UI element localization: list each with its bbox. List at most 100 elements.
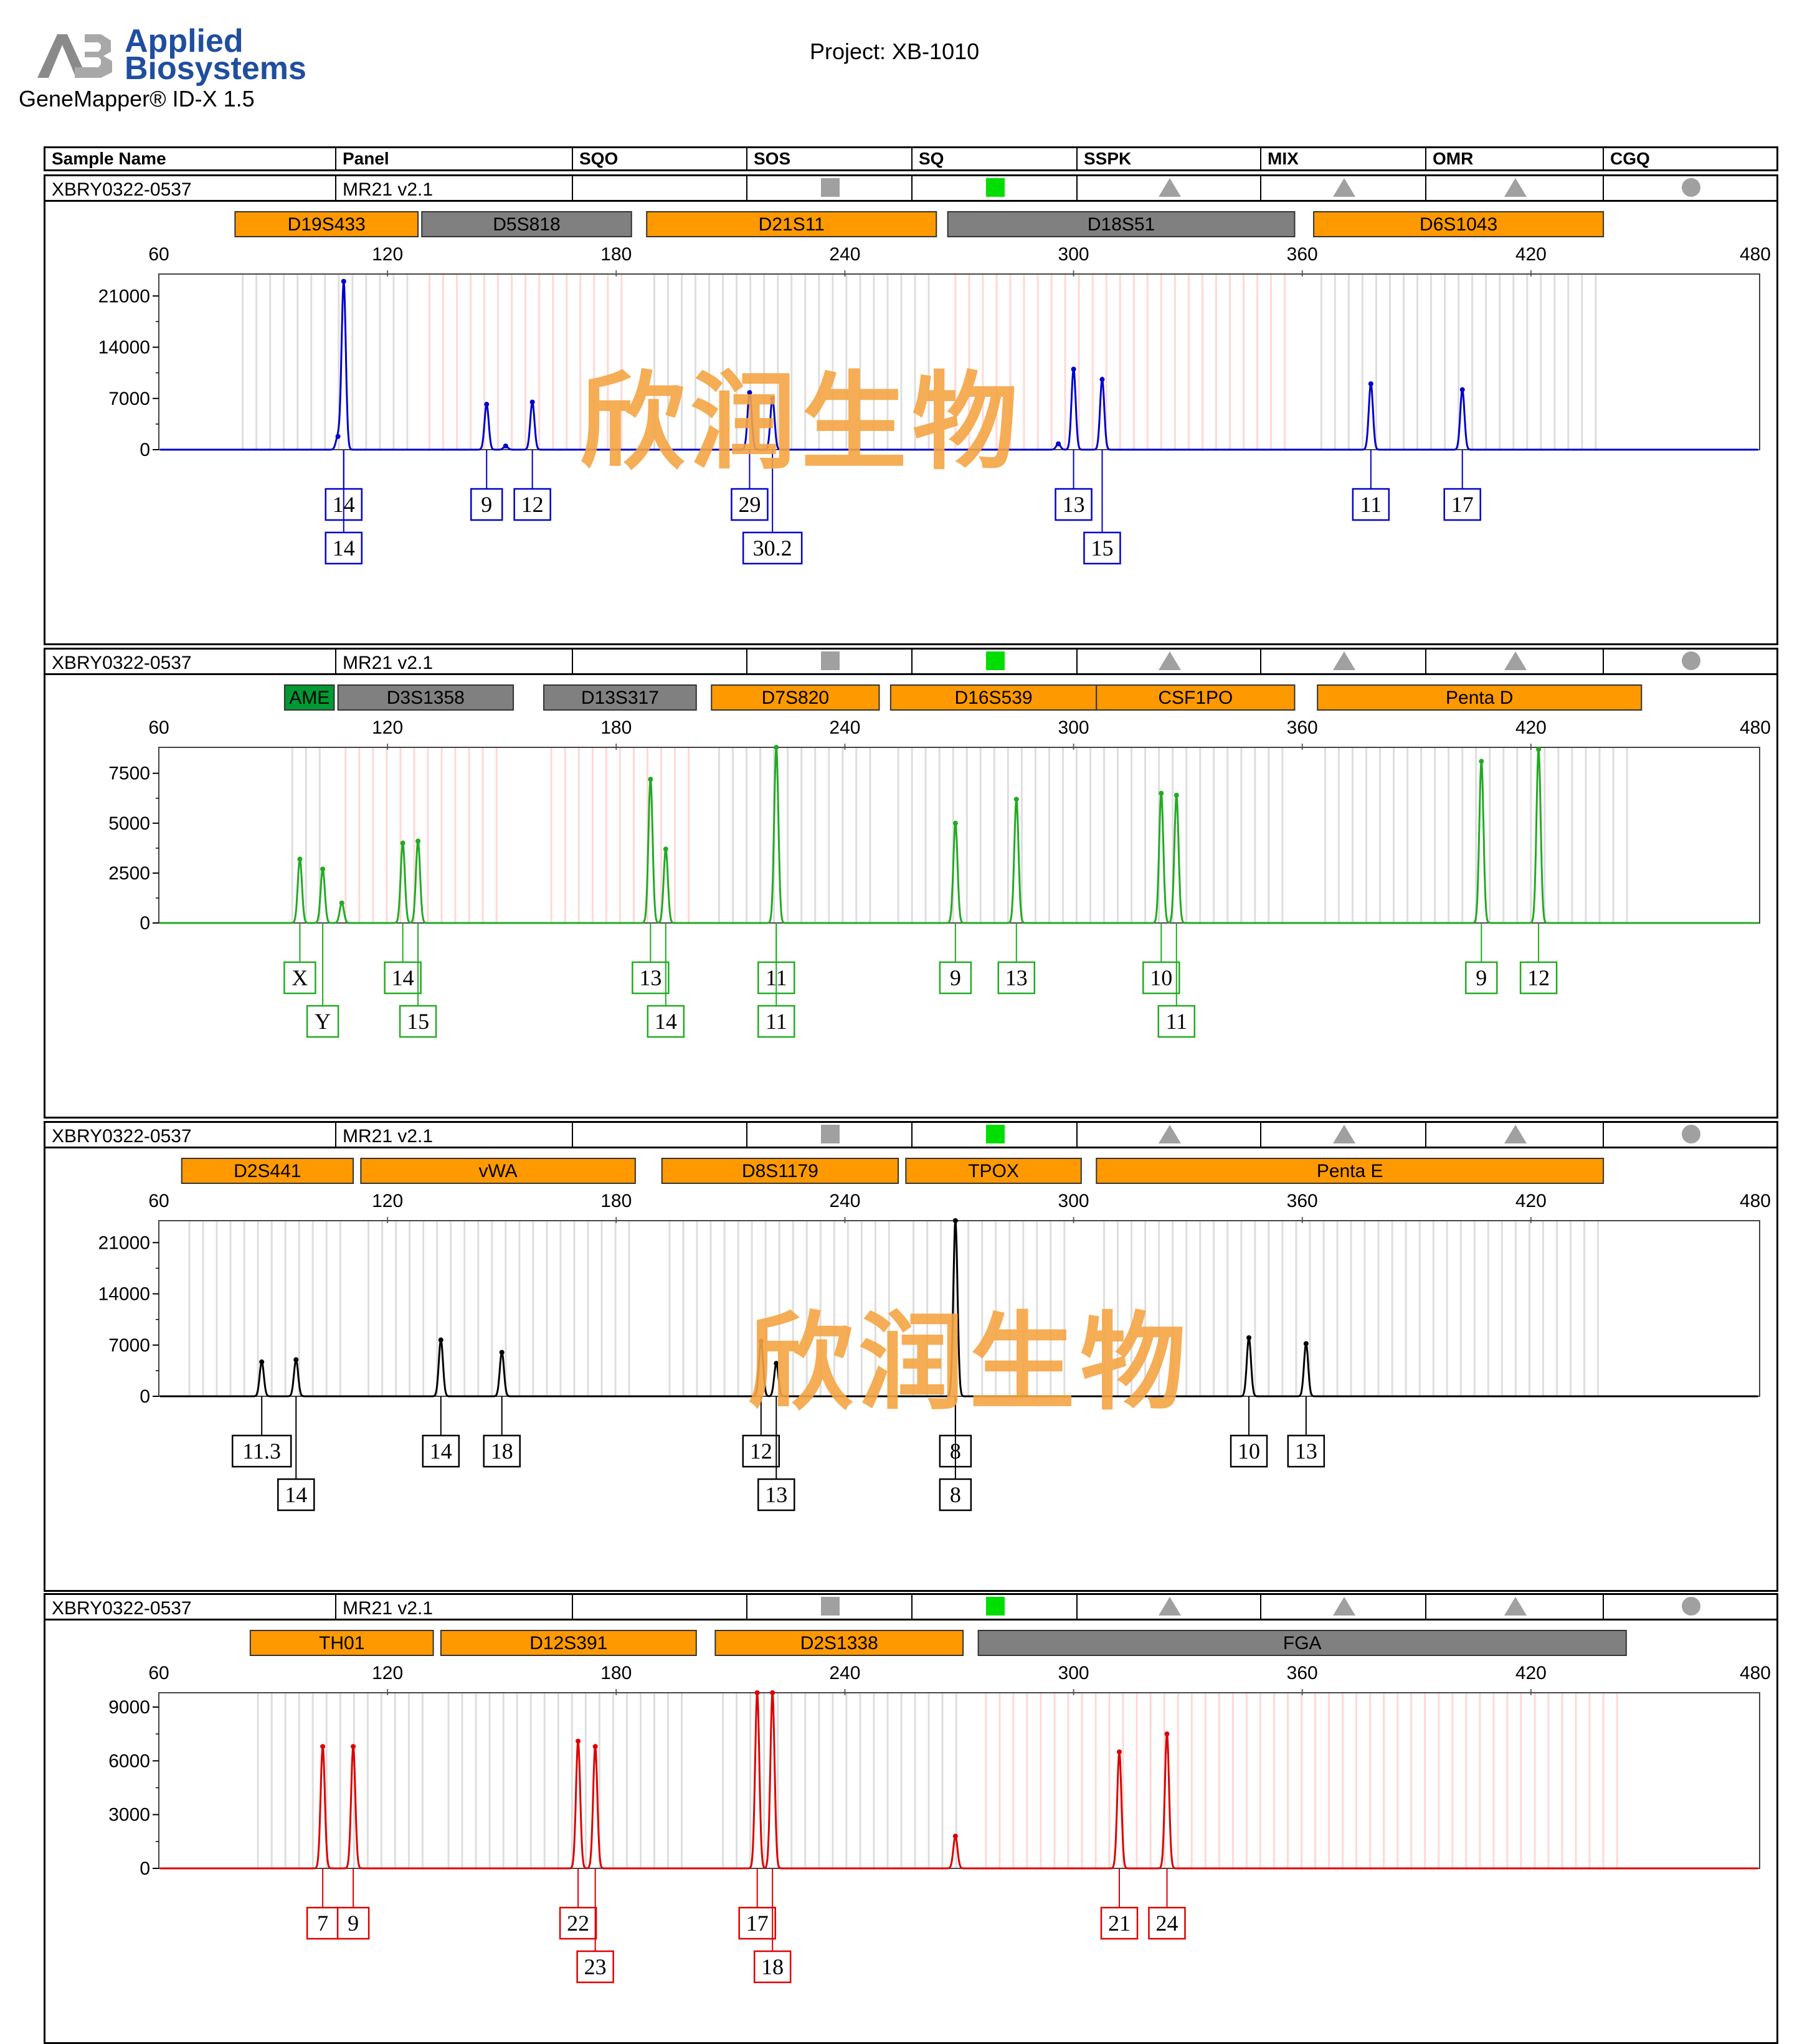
peak-point[interactable] [952,820,958,826]
allele-call-box[interactable] [1157,1005,1196,1038]
allele-call-box[interactable] [306,1005,339,1038]
column-sqo[interactable]: SQO [572,148,746,169]
locus-bar[interactable] [711,684,880,711]
allele-call-box[interactable] [1100,1906,1139,1940]
column-sos[interactable]: SOS [746,148,911,169]
allele-call-box[interactable] [757,1478,795,1512]
locus-bar[interactable] [337,684,514,711]
peak-point[interactable] [484,402,490,407]
peak-point[interactable] [952,1833,958,1839]
locus-bar[interactable] [1313,211,1605,237]
allele-call-box[interactable] [1230,1434,1268,1468]
locus-bar[interactable] [661,1158,899,1184]
allele-call-box[interactable] [483,1434,521,1468]
column-panel[interactable]: Panel [335,148,572,169]
column-omr[interactable]: OMR [1425,148,1603,169]
peak-point[interactable] [758,1338,764,1344]
allele-call-box[interactable] [384,961,422,995]
locus-bar[interactable] [905,1158,1082,1184]
locus-bar[interactable] [1096,1158,1605,1184]
peak-point[interactable] [1056,441,1061,447]
peak-point[interactable] [1246,1335,1252,1340]
peak-point[interactable] [1013,797,1019,802]
peak-point[interactable] [293,1357,299,1363]
locus-bar[interactable] [947,211,1296,237]
peak-point[interactable] [499,1350,505,1355]
allele-call-box[interactable] [1519,961,1558,995]
peak-point[interactable] [1164,1731,1170,1737]
locus-bar[interactable] [543,684,697,711]
allele-call-box[interactable] [1287,1434,1325,1468]
peak-point[interactable] [339,900,344,906]
allele-call-box[interactable] [336,1906,370,1940]
allele-call-box[interactable] [997,961,1036,995]
allele-call-box[interactable] [1055,488,1093,521]
column-sspk[interactable]: SSPK [1076,148,1260,169]
peak-point[interactable] [259,1359,265,1365]
peak-point[interactable] [952,1218,958,1223]
allele-call-box[interactable] [277,1478,315,1512]
locus-bar[interactable] [283,684,335,711]
allele-call-box[interactable] [1142,961,1180,995]
sample-row[interactable]: XBRY0322-0537 MR21 v2.1 [44,1593,1778,1621]
peak-point[interactable] [1117,1749,1122,1754]
allele-call-box[interactable] [753,1950,792,1984]
locus-bar[interactable] [1317,684,1643,711]
allele-call-box[interactable] [422,1434,460,1468]
locus-bar[interactable] [421,211,632,237]
peak-point[interactable] [1459,387,1465,392]
allele-call-box[interactable] [325,531,363,565]
peak-point[interactable] [576,1738,581,1744]
column-mix[interactable]: MIX [1260,148,1425,169]
allele-call-box[interactable] [576,1950,614,1984]
allele-call-box[interactable] [1352,488,1390,521]
peak-point[interactable] [400,840,405,846]
allele-call-box[interactable] [757,1005,795,1038]
peak-point[interactable] [1174,792,1179,798]
peak-point[interactable] [1368,381,1373,387]
locus-bar[interactable] [234,211,419,237]
allele-call-box[interactable] [1148,1906,1186,1940]
allele-call-box[interactable] [231,1434,292,1468]
locus-bar[interactable] [249,1630,434,1656]
allele-call-box[interactable] [939,961,972,995]
column-sq[interactable]: SQ [911,148,1076,169]
peak-point[interactable] [335,433,341,439]
peak-point[interactable] [770,395,775,401]
peak-point[interactable] [592,1744,598,1749]
locus-bar[interactable] [646,211,937,237]
locus-bar[interactable] [977,1630,1627,1656]
peak-point[interactable] [1303,1341,1309,1346]
allele-call-box[interactable] [1465,961,1498,995]
peak-point[interactable] [774,745,779,750]
column-cgq[interactable]: CGQ [1603,148,1776,169]
peak-point[interactable] [503,443,508,449]
locus-bar[interactable] [1096,684,1296,711]
allele-call-box[interactable] [632,961,670,995]
peak-point[interactable] [341,278,346,284]
allele-call-box[interactable] [399,1005,437,1038]
allele-call-box[interactable] [731,488,769,521]
peak-point[interactable] [297,856,303,862]
allele-call-box[interactable] [513,488,551,521]
allele-call-box[interactable] [470,488,503,521]
peak-point[interactable] [747,390,752,395]
peak-point[interactable] [663,846,668,852]
peak-point[interactable] [1536,747,1542,752]
locus-bar[interactable] [360,1158,636,1184]
allele-call-box[interactable] [647,1005,685,1038]
sample-row[interactable]: XBRY0322-0537 MR21 v2.1 [44,648,1778,675]
peak-point[interactable] [648,777,653,782]
peak-point[interactable] [415,838,421,844]
peak-point[interactable] [320,1744,326,1749]
allele-call-box[interactable] [283,961,316,995]
peak-point[interactable] [351,1744,356,1749]
allele-call-box[interactable] [738,1906,776,1940]
peak-point[interactable] [1099,377,1105,382]
column-sample-name[interactable]: Sample Name [52,149,166,168]
peak-point[interactable] [1159,790,1164,796]
locus-bar[interactable] [889,684,1098,711]
allele-call-box[interactable] [306,1906,339,1940]
allele-call-box[interactable] [1083,531,1121,565]
peak-point[interactable] [529,399,535,405]
